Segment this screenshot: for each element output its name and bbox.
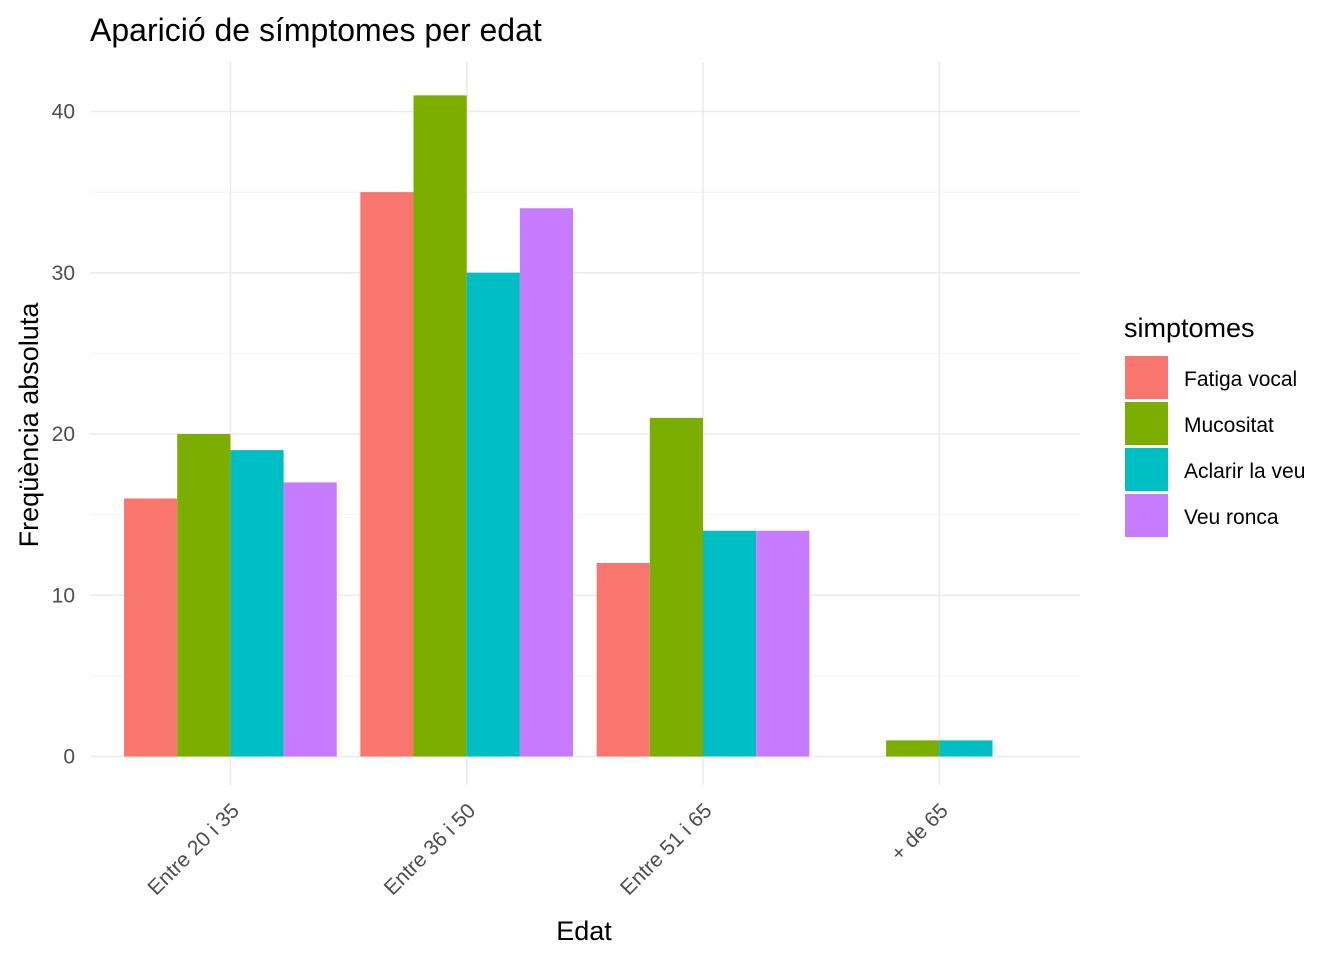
x-axis-title: Edat [556, 916, 612, 946]
y-tick-label: 20 [52, 423, 75, 446]
bar [360, 192, 414, 757]
legend-swatch [1125, 494, 1168, 537]
legend-swatch [1125, 402, 1168, 445]
bar [939, 740, 993, 757]
bar [177, 434, 231, 757]
y-tick-label: 0 [63, 746, 75, 769]
bars-layer [124, 95, 993, 757]
y-tick-label: 10 [52, 584, 75, 607]
x-tick-label: Entre 51 i 65 [616, 799, 716, 899]
y-tick-label: 30 [52, 262, 75, 285]
legend-label: Veu ronca [1184, 506, 1279, 529]
x-axis-ticks: Entre 20 i 35 Entre 36 i 50 Entre 51 i 65 +… [143, 799, 952, 899]
y-axis-ticks: 0 10 20 30 40 [52, 101, 75, 769]
legend-label: Fatiga vocal [1184, 368, 1297, 391]
legend-label: Mucositat [1184, 414, 1274, 437]
chart-title: Aparició de símptomes per edat [90, 12, 542, 48]
bar [886, 740, 940, 757]
legend-swatch [1125, 448, 1168, 491]
legend-label: Aclarir la veu [1184, 460, 1305, 483]
bar [596, 563, 650, 757]
bar [413, 95, 467, 757]
bar [519, 208, 574, 757]
legend-title: simptomes [1124, 313, 1255, 343]
bar [466, 272, 520, 757]
bar [124, 498, 178, 757]
x-tick-label: Entre 20 i 35 [143, 799, 243, 899]
legend-swatch [1125, 356, 1168, 399]
y-axis-title: Freqüència absoluta [14, 302, 44, 548]
y-tick-label: 40 [52, 101, 75, 124]
bar [649, 417, 703, 757]
x-tick-label: Entre 36 i 50 [380, 799, 480, 899]
bar [756, 530, 810, 757]
bar [230, 450, 284, 757]
x-tick-label: + de 65 [887, 799, 953, 865]
legend: simptomes Fatiga vocal Mucositat Aclarir l… [1124, 313, 1305, 537]
bar [283, 482, 337, 757]
bar [703, 530, 757, 757]
